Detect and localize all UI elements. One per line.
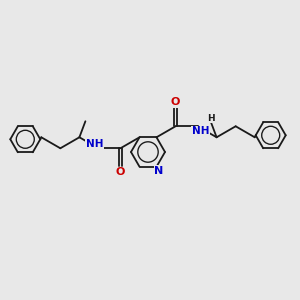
Text: H: H (207, 114, 214, 123)
Text: N: N (154, 166, 164, 176)
Text: NH: NH (86, 139, 103, 149)
Text: O: O (171, 97, 180, 107)
Text: O: O (116, 167, 125, 177)
Text: NH: NH (192, 126, 209, 136)
